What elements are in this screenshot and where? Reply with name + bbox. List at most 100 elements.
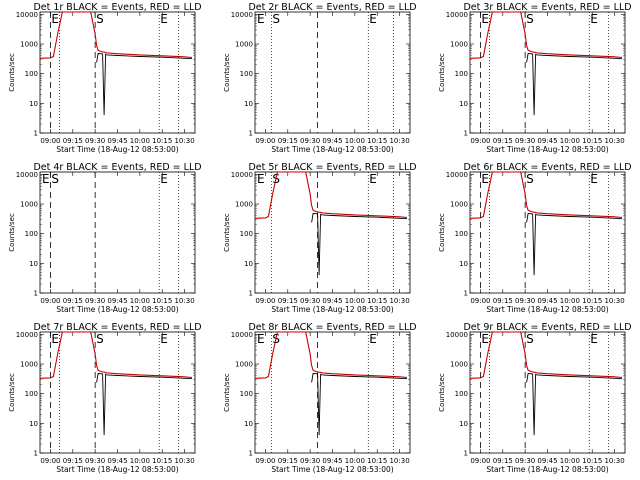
x-axis-label: Start Time (18-Aug-12 08:53:00): [486, 145, 608, 154]
x-tick-label: 09:30: [515, 297, 535, 305]
series-line-lld: [40, 332, 193, 379]
x-tick-label: 09:45: [537, 457, 557, 465]
x-axis-label: Start Time (18-Aug-12 08:53:00): [486, 465, 608, 474]
x-axis-label: Start Time (18-Aug-12 08:53:00): [271, 305, 393, 314]
x-tick-label: 09:45: [322, 297, 342, 305]
series-line-events: [526, 373, 623, 436]
y-tick-label: 10: [29, 420, 38, 428]
y-tick-label: 1: [249, 450, 253, 458]
x-tick-label: 09:45: [107, 457, 127, 465]
x-axis-label: Start Time (18-Aug-12 08:53:00): [56, 145, 178, 154]
x-tick-label: 10:15: [152, 297, 172, 305]
x-tick-label: 09:45: [107, 297, 127, 305]
y-tick-label: 10: [29, 260, 38, 268]
y-tick-label: 10: [244, 420, 253, 428]
y-axis-label: Counts/sec: [8, 53, 16, 92]
event-marker-label: E: [481, 172, 489, 186]
panel-title: Det 8r BLACK = Events, RED = LLD: [248, 322, 416, 333]
y-axis-label: Counts/sec: [223, 213, 231, 252]
y-axis-label: Counts/sec: [8, 373, 16, 412]
x-tick-label: 09:30: [515, 137, 535, 145]
x-tick-label: 10:30: [604, 297, 624, 305]
x-tick-label: 10:00: [560, 457, 580, 465]
x-axis-label: Start Time (18-Aug-12 08:53:00): [56, 465, 178, 474]
series-line-lld: [255, 332, 408, 379]
x-tick-label: 09:15: [63, 297, 83, 305]
event-marker-label: S: [526, 332, 534, 346]
series-line-lld: [470, 332, 623, 379]
x-axis-label: Start Time (18-Aug-12 08:53:00): [56, 305, 178, 314]
panel-title: Det 1r BLACK = Events, RED = LLD: [33, 2, 201, 13]
panel-det-5r: Det 5r BLACK = Events, RED = LLD 1 10 100 10…: [223, 162, 417, 314]
y-tick-label: 100: [240, 230, 253, 238]
x-tick-label: 10:15: [582, 297, 602, 305]
series-line-events: [526, 213, 623, 276]
x-tick-label: 10:15: [367, 297, 387, 305]
y-tick-label: 1000: [450, 361, 468, 369]
x-tick-label: 09:15: [493, 137, 513, 145]
x-tick-label: 09:15: [493, 457, 513, 465]
x-tick-label: 09:15: [278, 457, 298, 465]
x-tick-label: 09:30: [85, 137, 105, 145]
event-marker-label: E: [42, 172, 50, 186]
x-tick-label: 09:00: [470, 297, 490, 305]
panel-det-2r: Det 2r BLACK = Events, RED = LLD 1 10 100 10…: [223, 2, 417, 154]
plot-frame: [39, 331, 196, 454]
x-tick-label: 09:00: [255, 457, 275, 465]
x-tick-label: 09:45: [107, 137, 127, 145]
plot-frame: [39, 11, 196, 134]
x-tick-label: 10:00: [345, 297, 365, 305]
y-tick-label: 10000: [16, 11, 38, 19]
event-marker-label: E: [257, 172, 265, 186]
series-line-events: [96, 373, 193, 436]
x-tick-label: 10:15: [152, 457, 172, 465]
y-tick-label: 10000: [231, 171, 253, 179]
y-tick-label: 1: [464, 130, 468, 138]
x-tick-label: 09:45: [537, 297, 557, 305]
x-tick-label: 09:00: [40, 137, 60, 145]
y-tick-label: 100: [240, 70, 253, 78]
panel-det-7r: Det 7r BLACK = Events, RED = LLD 1 10 100 10…: [8, 322, 202, 474]
panel-title: Det 3r BLACK = Events, RED = LLD: [463, 2, 631, 13]
event-marker-label: E: [590, 332, 598, 346]
plot-frame: [39, 171, 196, 294]
y-tick-label: 1: [249, 130, 253, 138]
x-tick-label: 10:30: [389, 457, 409, 465]
plot-frame: [254, 331, 411, 454]
event-marker-label: E: [369, 332, 377, 346]
y-tick-label: 10000: [446, 331, 468, 339]
event-marker-label: E: [481, 12, 489, 26]
y-axis-label: Counts/sec: [438, 213, 446, 252]
event-marker-label: S: [51, 172, 59, 186]
plot-frame: [254, 11, 411, 134]
x-tick-label: 10:30: [174, 137, 194, 145]
y-axis-label: Counts/sec: [223, 373, 231, 412]
y-tick-label: 1: [464, 450, 468, 458]
x-tick-label: 10:00: [130, 457, 150, 465]
x-tick-label: 09:30: [300, 297, 320, 305]
x-axis-label: Start Time (18-Aug-12 08:53:00): [486, 305, 608, 314]
panel-det-6r: Det 6r BLACK = Events, RED = LLD 1 10 100 10…: [438, 162, 632, 314]
event-marker-label: E: [590, 12, 598, 26]
x-tick-label: 10:15: [367, 137, 387, 145]
x-tick-label: 09:00: [470, 457, 490, 465]
y-tick-label: 10000: [16, 331, 38, 339]
y-axis-label: Counts/sec: [223, 53, 231, 92]
event-marker-label: E: [160, 12, 168, 26]
x-tick-label: 09:30: [85, 297, 105, 305]
x-tick-label: 09:15: [278, 137, 298, 145]
event-marker-label: E: [51, 12, 59, 26]
y-axis-label: Counts/sec: [8, 213, 16, 252]
x-tick-label: 10:00: [560, 137, 580, 145]
event-marker-label: S: [96, 12, 104, 26]
plot-frame: [469, 331, 626, 454]
x-tick-label: 10:00: [130, 297, 150, 305]
x-tick-label: 09:00: [40, 457, 60, 465]
x-tick-label: 09:45: [322, 457, 342, 465]
y-tick-label: 10: [459, 100, 468, 108]
x-tick-label: 09:00: [255, 137, 275, 145]
plot-frame: [469, 11, 626, 134]
y-tick-label: 1000: [235, 41, 253, 49]
y-tick-label: 1000: [20, 41, 38, 49]
x-tick-label: 09:45: [322, 137, 342, 145]
